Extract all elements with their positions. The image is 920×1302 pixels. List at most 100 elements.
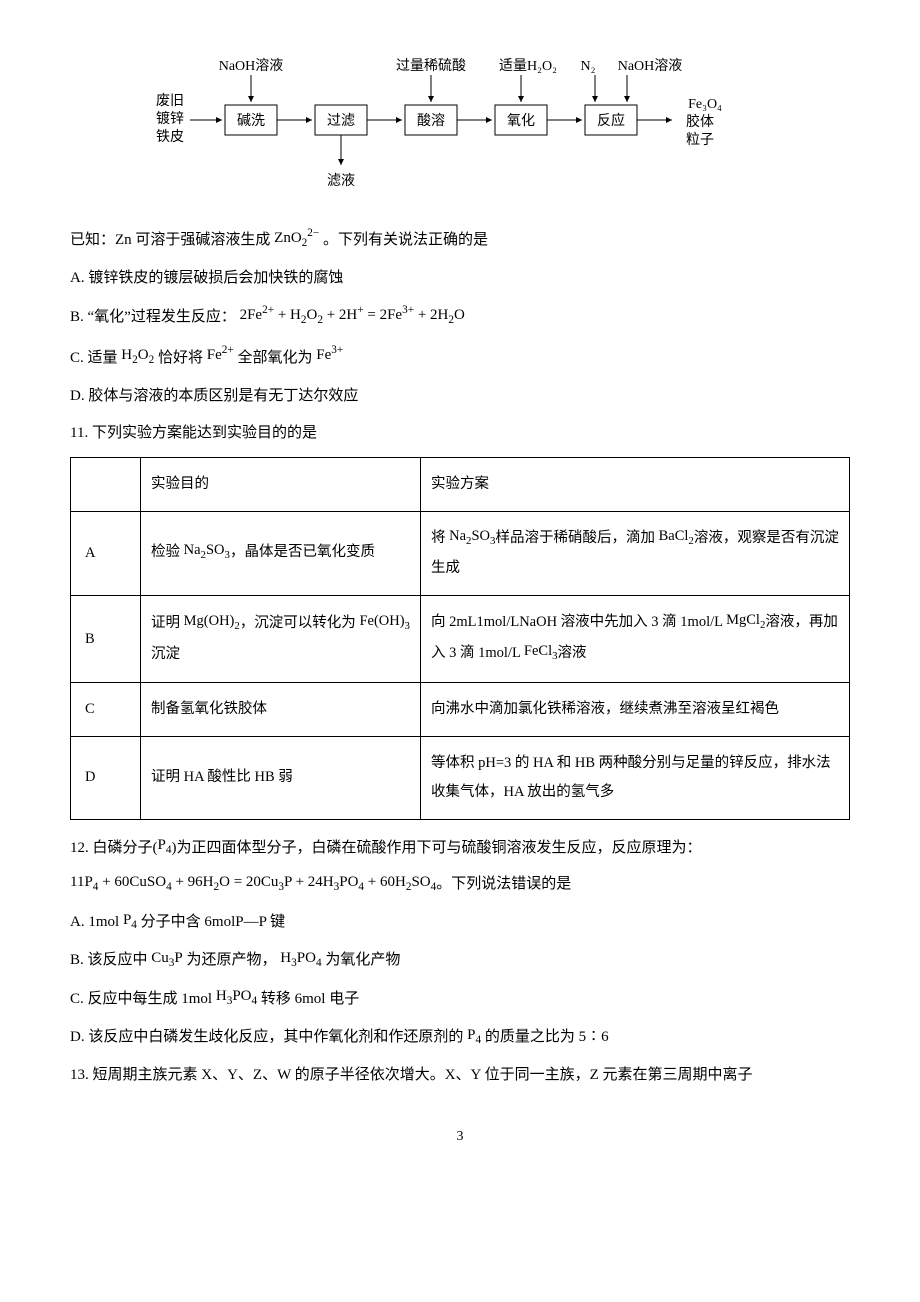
q10-c-6: Fe3+	[316, 347, 343, 363]
q11-a-p2: Na2SO3	[449, 528, 495, 544]
intro-suffix: 。下列有关说法正确的是	[323, 232, 488, 248]
q11-b-p2: MgCl2	[726, 612, 765, 628]
flow-bottom: 滤液	[327, 173, 355, 189]
q12-a1: 1mol	[88, 914, 119, 930]
q11-b-p5: 溶液	[558, 645, 587, 661]
q12-c1: 反应中每生成 1mol	[88, 991, 213, 1007]
q12-d2: P4	[467, 1027, 481, 1043]
q12-s1: 12. 白磷分子(	[70, 840, 158, 856]
q12-s4: 。下列说法错误的是	[436, 876, 571, 892]
q11-h0	[71, 457, 141, 511]
q11-b-g3: ，沉淀可以转化为	[240, 615, 356, 631]
q10-c-4: Fe2+	[207, 347, 234, 363]
q11-c-label: C	[71, 682, 141, 736]
q10-b-eq: 2Fe2+ + H2O2 + 2H+ = 2Fe3+ + 2H2O	[240, 307, 465, 323]
q11-b-label: B	[71, 596, 141, 682]
q11-b-g4: Fe(OH)3	[359, 613, 410, 629]
q10-c-2: H2O2	[121, 347, 154, 363]
q12-opt-c: C. 反应中每生成 1mol H3PO4 转移 6mol 电子	[70, 986, 850, 1014]
intro-prefix: 已知：Zn 可溶于强碱溶液生成	[70, 232, 270, 248]
q11-a-g3: ，晶体是否已氧化变质	[230, 544, 375, 560]
flow-top-5: NaOH溶液	[618, 58, 683, 74]
q12-b4: H3PO4	[280, 950, 321, 966]
q12-c3: 转移 6mol 电子	[261, 991, 359, 1007]
process-flowchart: 废旧 镀锌 铁皮 碱洗 NaOH溶液 过滤 滤液 酸溶 过量稀硫酸 氧化 适量H…	[140, 50, 780, 200]
q11-row-c: C 制备氢氧化铁胶体 向沸水中滴加氯化铁稀溶液，继续煮沸至溶液呈红褐色	[71, 682, 850, 736]
q10-opt-d: D. 胶体与溶液的本质区别是有无丁达尔效应	[70, 383, 850, 410]
q12-d3: 的质量之比为 5∶6	[485, 1029, 609, 1045]
flow-top-3: 适量H₂O₂	[499, 58, 557, 74]
q11-d-plan: 等体积 pH=3 的 HA 和 HB 两种酸分别与足量的锌反应，排水法收集气体，…	[421, 736, 850, 819]
q11-b-p4: FeCl3	[524, 643, 558, 659]
q12-d1: 该反应中白磷发生歧化反应，其中作氧化剂和作还原剂的	[88, 1029, 463, 1045]
flow-input-1: 废旧	[156, 93, 184, 109]
q12-a3: 分子中含 6molP—P 键	[141, 914, 285, 930]
q11-a-p3: 样品溶于稀硝酸后，滴加	[495, 530, 655, 546]
q12-eq-line: 11P4 + 60CuSO4 + 96H2O = 20Cu3P + 24H3PO…	[70, 871, 850, 899]
intro-species: ZnO22−	[274, 230, 319, 246]
q11-h2: 实验方案	[421, 457, 850, 511]
q10-b-prefix: “氧化”过程发生反应：	[88, 309, 236, 325]
q11-c-goal: 制备氢氧化铁胶体	[141, 682, 421, 736]
flow-box-1: 碱洗	[237, 113, 265, 129]
q10-c-3: 恰好将	[158, 350, 203, 366]
flow-out-3: 粒子	[686, 132, 714, 148]
q12-s2: P4	[158, 837, 172, 853]
q11-d-label: D	[71, 736, 141, 819]
q11-b-plan: 向 2mL1mol/LNaOH 溶液中先加入 3 滴 1mol/L MgCl2 溶…	[421, 596, 850, 682]
flow-input-3: 铁皮	[156, 129, 184, 145]
q12-opt-a: A. 1mol P4 分子中含 6molP—P 键	[70, 909, 850, 937]
flow-out-1: Fe₃O₄	[688, 97, 722, 112]
flow-input-2: 镀锌	[156, 110, 184, 127]
q12-b1: 该反应中	[88, 952, 148, 968]
q11-row-a: A 检验 Na2SO3，晶体是否已氧化变质 将 Na2SO3样品溶于稀硝酸后，滴…	[71, 511, 850, 596]
q10-c-1: 适量	[88, 350, 118, 366]
q11-a-p4: BaCl2	[659, 528, 694, 544]
q11-b-goal: 证明 Mg(OH)2，沉淀可以转化为 Fe(OH)3 沉淀	[141, 596, 421, 682]
q11-h1: 实验目的	[141, 457, 421, 511]
q11-row-d: D 证明 HA 酸性比 HB 弱 等体积 pH=3 的 HA 和 HB 两种酸分…	[71, 736, 850, 819]
q11-b-g5: 沉淀	[151, 646, 180, 662]
q12-b3: 为还原产物，	[187, 952, 277, 968]
q12-s3: )为正四面体型分子，白磷在硫酸作用下可与硫酸铜溶液发生反应，反应原理为：	[171, 840, 701, 856]
q13-stem: 13. 短周期主族元素 X、Y、Z、W 的原子半径依次增大。X、Y 位于同一主族…	[70, 1062, 850, 1089]
q10-c-5: 全部氧化为	[237, 350, 312, 366]
q11-d-goal: 证明 HA 酸性比 HB 弱	[141, 736, 421, 819]
flow-box-5: 反应	[597, 112, 625, 129]
q11-a-goal: 检验 Na2SO3，晶体是否已氧化变质	[141, 511, 421, 596]
flow-top-2: 过量稀硫酸	[396, 58, 466, 74]
q11-b-p1: 向 2mL1mol/LNaOH 溶液中先加入 3 滴 1mol/L	[431, 614, 722, 630]
q12-c2: H3PO4	[216, 988, 257, 1004]
q11-row-b: B 证明 Mg(OH)2，沉淀可以转化为 Fe(OH)3 沉淀 向 2mL1mol…	[71, 596, 850, 682]
q11-stem: 11. 下列实验方案能达到实验目的的是	[70, 420, 850, 447]
flowchart-svg: 废旧 镀锌 铁皮 碱洗 NaOH溶液 过滤 滤液 酸溶 过量稀硫酸 氧化 适量H…	[140, 50, 780, 200]
q11-b-g1: 证明	[151, 615, 180, 631]
q11-b-g2: Mg(OH)2	[184, 613, 240, 629]
q11-a-plan: 将 Na2SO3样品溶于稀硝酸后，滴加 BaCl2溶液，观察是否有沉淀生成	[421, 511, 850, 596]
flow-box-2: 过滤	[327, 113, 355, 129]
q12-opt-d: D. 该反应中白磷发生歧化反应，其中作氧化剂和作还原剂的 P4 的质量之比为 5…	[70, 1024, 850, 1052]
q10-opt-b: B. “氧化”过程发生反应： 2Fe2+ + H2O2 + 2H+ = 2Fe3…	[70, 302, 850, 332]
q12-eq: 11P4 + 60CuSO4 + 96H2O = 20Cu3P + 24H3PO…	[70, 874, 436, 890]
q10-opt-c: C. 适量 H2O2 恰好将 Fe2+ 全部氧化为 Fe3+	[70, 343, 850, 373]
flow-top-4: N₂	[581, 59, 596, 74]
flow-out-2: 胶体	[686, 113, 714, 130]
q10-d-text: 胶体与溶液的本质区别是有无丁达尔效应	[88, 388, 358, 404]
q11-a-g2: Na2SO3	[184, 542, 230, 558]
q12-stem: 12. 白磷分子(P4)为正四面体型分子，白磷在硫酸作用下可与硫酸铜溶液发生反应…	[70, 835, 850, 863]
q12-a2: P4	[123, 912, 137, 928]
flow-top-1: NaOH溶液	[219, 58, 284, 74]
q10-opt-a: A. 镀锌铁皮的镀层破损后会加快铁的腐蚀	[70, 265, 850, 292]
q12-b2: Cu3P	[151, 950, 182, 966]
q10-a-text: 镀锌铁皮的镀层破损后会加快铁的腐蚀	[88, 270, 343, 286]
q11-a-label: A	[71, 511, 141, 596]
q12-b5: 为氧化产物	[325, 952, 400, 968]
q10-intro: 已知：Zn 可溶于强碱溶液生成 ZnO22− 。下列有关说法正确的是	[70, 225, 850, 255]
q11-a-p1: 将	[431, 530, 446, 546]
q12-opt-b: B. 该反应中 Cu3P 为还原产物， H3PO4 为氧化产物	[70, 947, 850, 975]
q11-c-plan: 向沸水中滴加氯化铁稀溶液，继续煮沸至溶液呈红褐色	[421, 682, 850, 736]
q11-table: 实验目的 实验方案 A 检验 Na2SO3，晶体是否已氧化变质 将 Na2SO3…	[70, 457, 850, 820]
flow-box-4: 氧化	[507, 113, 535, 129]
flow-box-3: 酸溶	[417, 113, 445, 129]
q11-a-g1: 检验	[151, 544, 180, 560]
